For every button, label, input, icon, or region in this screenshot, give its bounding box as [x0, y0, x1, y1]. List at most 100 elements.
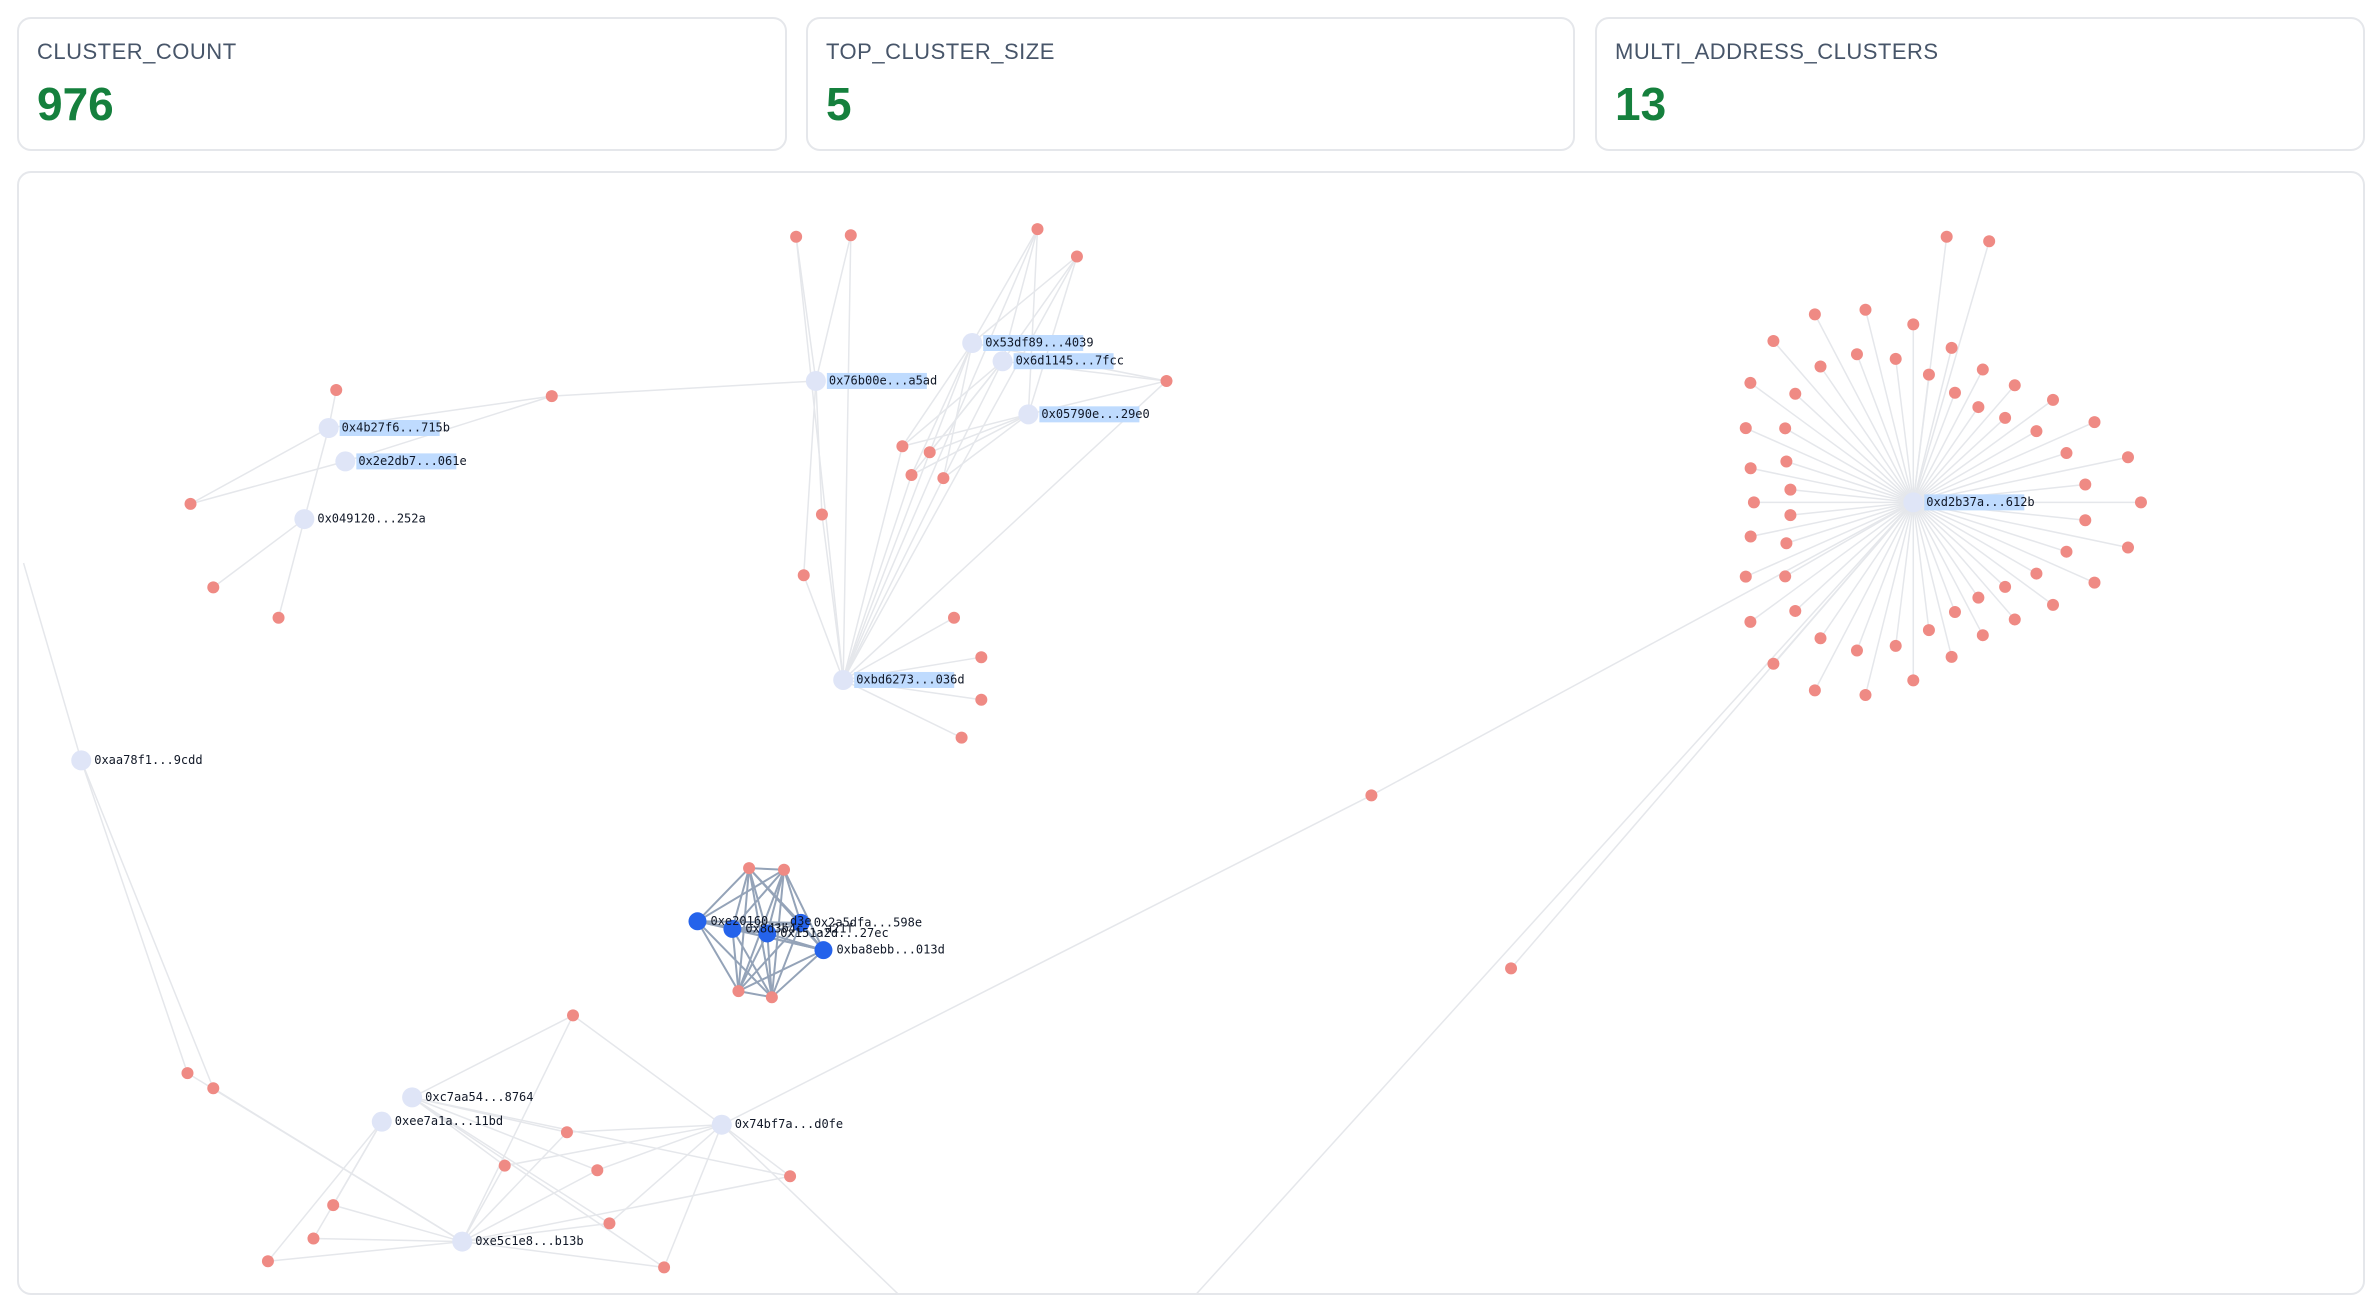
edge	[1196, 501, 1914, 1293]
address-node[interactable]	[711, 1114, 732, 1135]
edge	[842, 446, 904, 681]
edge	[929, 413, 1029, 453]
address-dot	[1744, 376, 1757, 389]
address-dot	[844, 229, 857, 242]
edge	[1912, 501, 2037, 575]
address-node[interactable]	[992, 351, 1013, 372]
edge	[721, 1124, 791, 1177]
address-node[interactable]	[814, 941, 833, 960]
address-node[interactable]	[318, 418, 339, 438]
address-dot	[765, 991, 778, 1004]
address-node[interactable]	[723, 919, 742, 938]
edge	[345, 395, 552, 463]
edge	[1794, 393, 1914, 503]
node-label: 0x53df89...4039	[985, 336, 1093, 350]
edge	[267, 1121, 383, 1262]
address-dot	[207, 1082, 220, 1095]
address-dot	[2047, 598, 2060, 611]
edge	[910, 342, 973, 476]
edge	[1786, 460, 1914, 504]
edge	[815, 235, 852, 382]
edge	[842, 617, 955, 681]
edge	[842, 235, 852, 680]
address-dot	[905, 469, 918, 482]
address-dot	[2121, 541, 2134, 554]
address-node[interactable]	[791, 913, 810, 932]
edge	[1912, 384, 2016, 503]
address-dot	[975, 651, 988, 664]
address-node[interactable]	[1018, 404, 1039, 425]
nodes	[71, 223, 2147, 1274]
edge	[566, 1123, 722, 1134]
address-dot	[784, 1170, 797, 1183]
address-node[interactable]	[805, 370, 826, 391]
edge	[1912, 502, 1984, 636]
edge	[597, 1123, 723, 1171]
address-dot	[1747, 496, 1760, 509]
edge	[842, 474, 913, 681]
address-dot	[1780, 537, 1793, 550]
address-dot	[1744, 530, 1757, 543]
edge	[911, 413, 1029, 476]
address-node[interactable]	[452, 1231, 473, 1252]
edge	[1749, 501, 1914, 623]
edge	[1819, 501, 1914, 639]
edge	[1912, 430, 2037, 504]
address-dot	[658, 1261, 671, 1274]
address-node[interactable]	[758, 924, 777, 943]
address-dot	[184, 497, 197, 510]
edge	[1790, 488, 1914, 504]
edge	[1794, 501, 1914, 612]
edge	[608, 1124, 723, 1224]
address-node[interactable]	[71, 750, 92, 771]
edge	[971, 255, 1078, 344]
address-dot	[1808, 684, 1821, 697]
address-dot	[1850, 644, 1863, 657]
node-label: 0xc7aa54...8764	[425, 1090, 533, 1104]
edge	[313, 1237, 463, 1243]
edge	[1912, 501, 2095, 584]
address-dot	[1889, 639, 1902, 652]
address-node[interactable]	[335, 451, 356, 472]
address-node[interactable]	[833, 669, 854, 690]
address-dot	[1859, 689, 1872, 702]
edge	[803, 574, 844, 681]
edge	[461, 1131, 568, 1243]
address-node[interactable]	[371, 1111, 392, 1132]
edge	[1745, 427, 1914, 504]
edge	[1750, 501, 1914, 538]
address-dot	[797, 569, 810, 582]
label-highlight	[826, 372, 927, 389]
address-dot	[1767, 657, 1780, 670]
address-dot	[1850, 348, 1863, 361]
address-dot	[1505, 962, 1518, 975]
address-node[interactable]	[962, 333, 983, 353]
edge	[842, 452, 931, 681]
address-dot	[1945, 650, 1958, 663]
address-dot	[1160, 374, 1173, 387]
edge	[1912, 417, 2006, 503]
edge	[1894, 502, 1915, 647]
address-node[interactable]	[688, 912, 707, 931]
label-highlight	[356, 453, 457, 470]
edge	[80, 760, 214, 1089]
edge	[572, 1014, 723, 1126]
address-node[interactable]	[402, 1087, 423, 1108]
edge	[942, 342, 973, 479]
address-dot	[896, 440, 909, 453]
address-dot	[1779, 570, 1792, 583]
address-dot	[1907, 674, 1920, 687]
address-node[interactable]	[294, 509, 315, 530]
edge	[842, 380, 1168, 681]
address-dot	[1976, 363, 1989, 376]
edges	[22, 228, 2141, 1293]
edge	[1371, 501, 1914, 796]
graph[interactable]: 0x4b27f6...715b 0x2e2db7...061e 0x049120..…	[19, 173, 2363, 1293]
cluster-edge	[696, 867, 750, 923]
address-dot	[2079, 478, 2092, 491]
address-node[interactable]	[1903, 492, 1924, 513]
edge	[190, 427, 330, 505]
address-dot	[591, 1164, 604, 1177]
stat-card: MULTI_ADDRESS_CLUSTERS 13	[1595, 17, 2365, 151]
